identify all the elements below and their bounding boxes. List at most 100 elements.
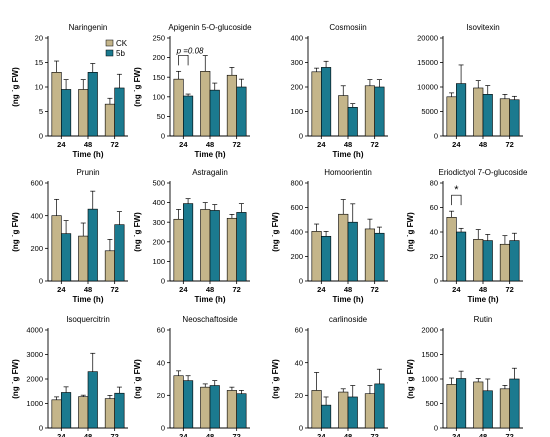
- bar-5b-24: [321, 67, 332, 137]
- panel-2: Apigenin 5-O-glucoside 0 50 100 150 200 250 (ng…: [133, 23, 252, 159]
- y-tick-label: 2000: [26, 375, 43, 384]
- x-axis-label: Time (h): [195, 150, 226, 159]
- y-tick-label: 0: [434, 277, 438, 286]
- y-axis-label: (ng ˙g FW): [11, 359, 20, 399]
- y-tick-label: 0: [299, 132, 303, 141]
- y-tick-label: 400: [290, 34, 303, 43]
- y-tick-label: 0: [434, 132, 438, 141]
- bar-5b-24: [61, 89, 72, 137]
- significance-label: *: [454, 184, 459, 196]
- y-tick-label: 600: [30, 179, 43, 188]
- y-tick-label: 5000: [421, 107, 438, 116]
- y-tick-label: 150: [152, 73, 165, 82]
- bar-ck-24: [173, 218, 184, 282]
- bar-5b-72: [114, 87, 125, 137]
- significance-bracket: [178, 54, 189, 66]
- bar-5b-48: [482, 94, 493, 137]
- y-tick-label: 600: [290, 203, 303, 212]
- bar-5b-72: [114, 224, 125, 282]
- y-tick-label: 0: [299, 424, 303, 433]
- x-tick-label: 24: [179, 140, 188, 149]
- y-tick-label: 20: [430, 252, 438, 261]
- bar-ck-48: [200, 71, 211, 137]
- x-tick-label: 48: [84, 285, 92, 294]
- y-axis-label: (ng ˙g FW): [11, 212, 20, 252]
- bar-5b-24: [183, 95, 194, 137]
- y-tick-label: 60: [157, 326, 165, 335]
- x-tick-label: 24: [57, 285, 66, 294]
- y-tick-label: 4000: [26, 326, 43, 335]
- y-tick-label: 100: [290, 107, 303, 116]
- bar-5b-72: [374, 86, 385, 137]
- bar-5b-72: [236, 86, 247, 137]
- bar-ck-48: [78, 235, 89, 282]
- panel-title: Prunin: [76, 168, 99, 177]
- y-tick-label: 0: [434, 424, 438, 433]
- panel-title: Astragalin: [192, 168, 228, 177]
- y-tick-label: 5: [39, 107, 43, 116]
- significance-bracket: [451, 194, 462, 206]
- y-axis-label: (ng ˙g FW): [271, 359, 280, 399]
- y-tick-label: 200: [30, 244, 43, 253]
- x-tick-label: 48: [344, 432, 352, 437]
- x-tick-label: 48: [84, 432, 92, 437]
- y-tick-label: 100: [152, 92, 165, 101]
- x-tick-label: 48: [206, 140, 214, 149]
- bar-5b-48: [87, 208, 98, 282]
- bar-ck-48: [200, 386, 211, 429]
- y-axis-label: (ng ˙g FW): [406, 212, 415, 252]
- bar-ck-72: [226, 217, 237, 282]
- bar-5b-72: [236, 212, 247, 282]
- panel-title: Isoquercitrin: [66, 315, 110, 324]
- y-axis-label: (ng ˙g FW): [406, 359, 415, 399]
- bar-5b-48: [347, 221, 358, 282]
- bar-5b-72: [236, 393, 247, 429]
- bar-5b-24: [456, 83, 467, 137]
- x-tick-label: 72: [110, 285, 118, 294]
- significance-label: p =0.08: [176, 46, 204, 55]
- bar-ck-24: [311, 390, 322, 429]
- bar-ck-48: [473, 239, 484, 282]
- y-tick-label: 500: [425, 399, 438, 408]
- x-tick-label: 48: [344, 285, 352, 294]
- x-tick-label: 24: [452, 285, 461, 294]
- x-tick-label: 24: [452, 140, 461, 149]
- x-tick-label: 24: [179, 432, 188, 437]
- panel-3: Cosmosiin 0 100 200 300 400 24 48 72 Time (h): [290, 23, 388, 159]
- y-tick-label: 40: [157, 358, 165, 367]
- y-axis-label: (ng ˙g FW): [11, 67, 20, 107]
- bar-5b-72: [374, 383, 385, 429]
- bar-5b-48: [209, 385, 220, 429]
- x-tick-label: 72: [505, 140, 513, 149]
- x-tick-label: 48: [479, 432, 487, 437]
- bar-ck-48: [338, 95, 349, 137]
- y-axis-label: (ng ˙g FW): [133, 359, 142, 399]
- y-tick-label: 15000: [417, 58, 438, 67]
- x-tick-label: 24: [57, 432, 66, 437]
- bar-5b-24: [321, 235, 332, 282]
- bar-ck-72: [364, 228, 375, 282]
- bar-5b-24: [61, 233, 72, 282]
- panel-title: Rutin: [474, 315, 493, 324]
- y-tick-label: 0: [161, 277, 165, 286]
- y-tick-label: 100: [152, 257, 165, 266]
- panel-title: Neoschaftoside: [182, 315, 238, 324]
- x-tick-label: 24: [57, 140, 66, 149]
- y-tick-label: 0: [299, 277, 303, 286]
- y-tick-label: 200: [290, 252, 303, 261]
- bar-5b-72: [509, 99, 520, 137]
- x-tick-label: 72: [110, 432, 118, 437]
- bar-5b-72: [509, 240, 520, 282]
- x-tick-label: 72: [505, 432, 513, 437]
- bar-ck-24: [51, 399, 62, 429]
- x-tick-label: 72: [505, 285, 513, 294]
- y-tick-label: 40: [295, 358, 303, 367]
- panel-title: Homoorientin: [324, 168, 372, 177]
- bar-5b-48: [209, 210, 220, 282]
- y-tick-label: 3000: [26, 350, 43, 359]
- bar-ck-24: [311, 231, 322, 282]
- x-tick-label: 72: [232, 285, 240, 294]
- bar-5b-48: [87, 72, 98, 137]
- x-tick-label: 24: [317, 140, 326, 149]
